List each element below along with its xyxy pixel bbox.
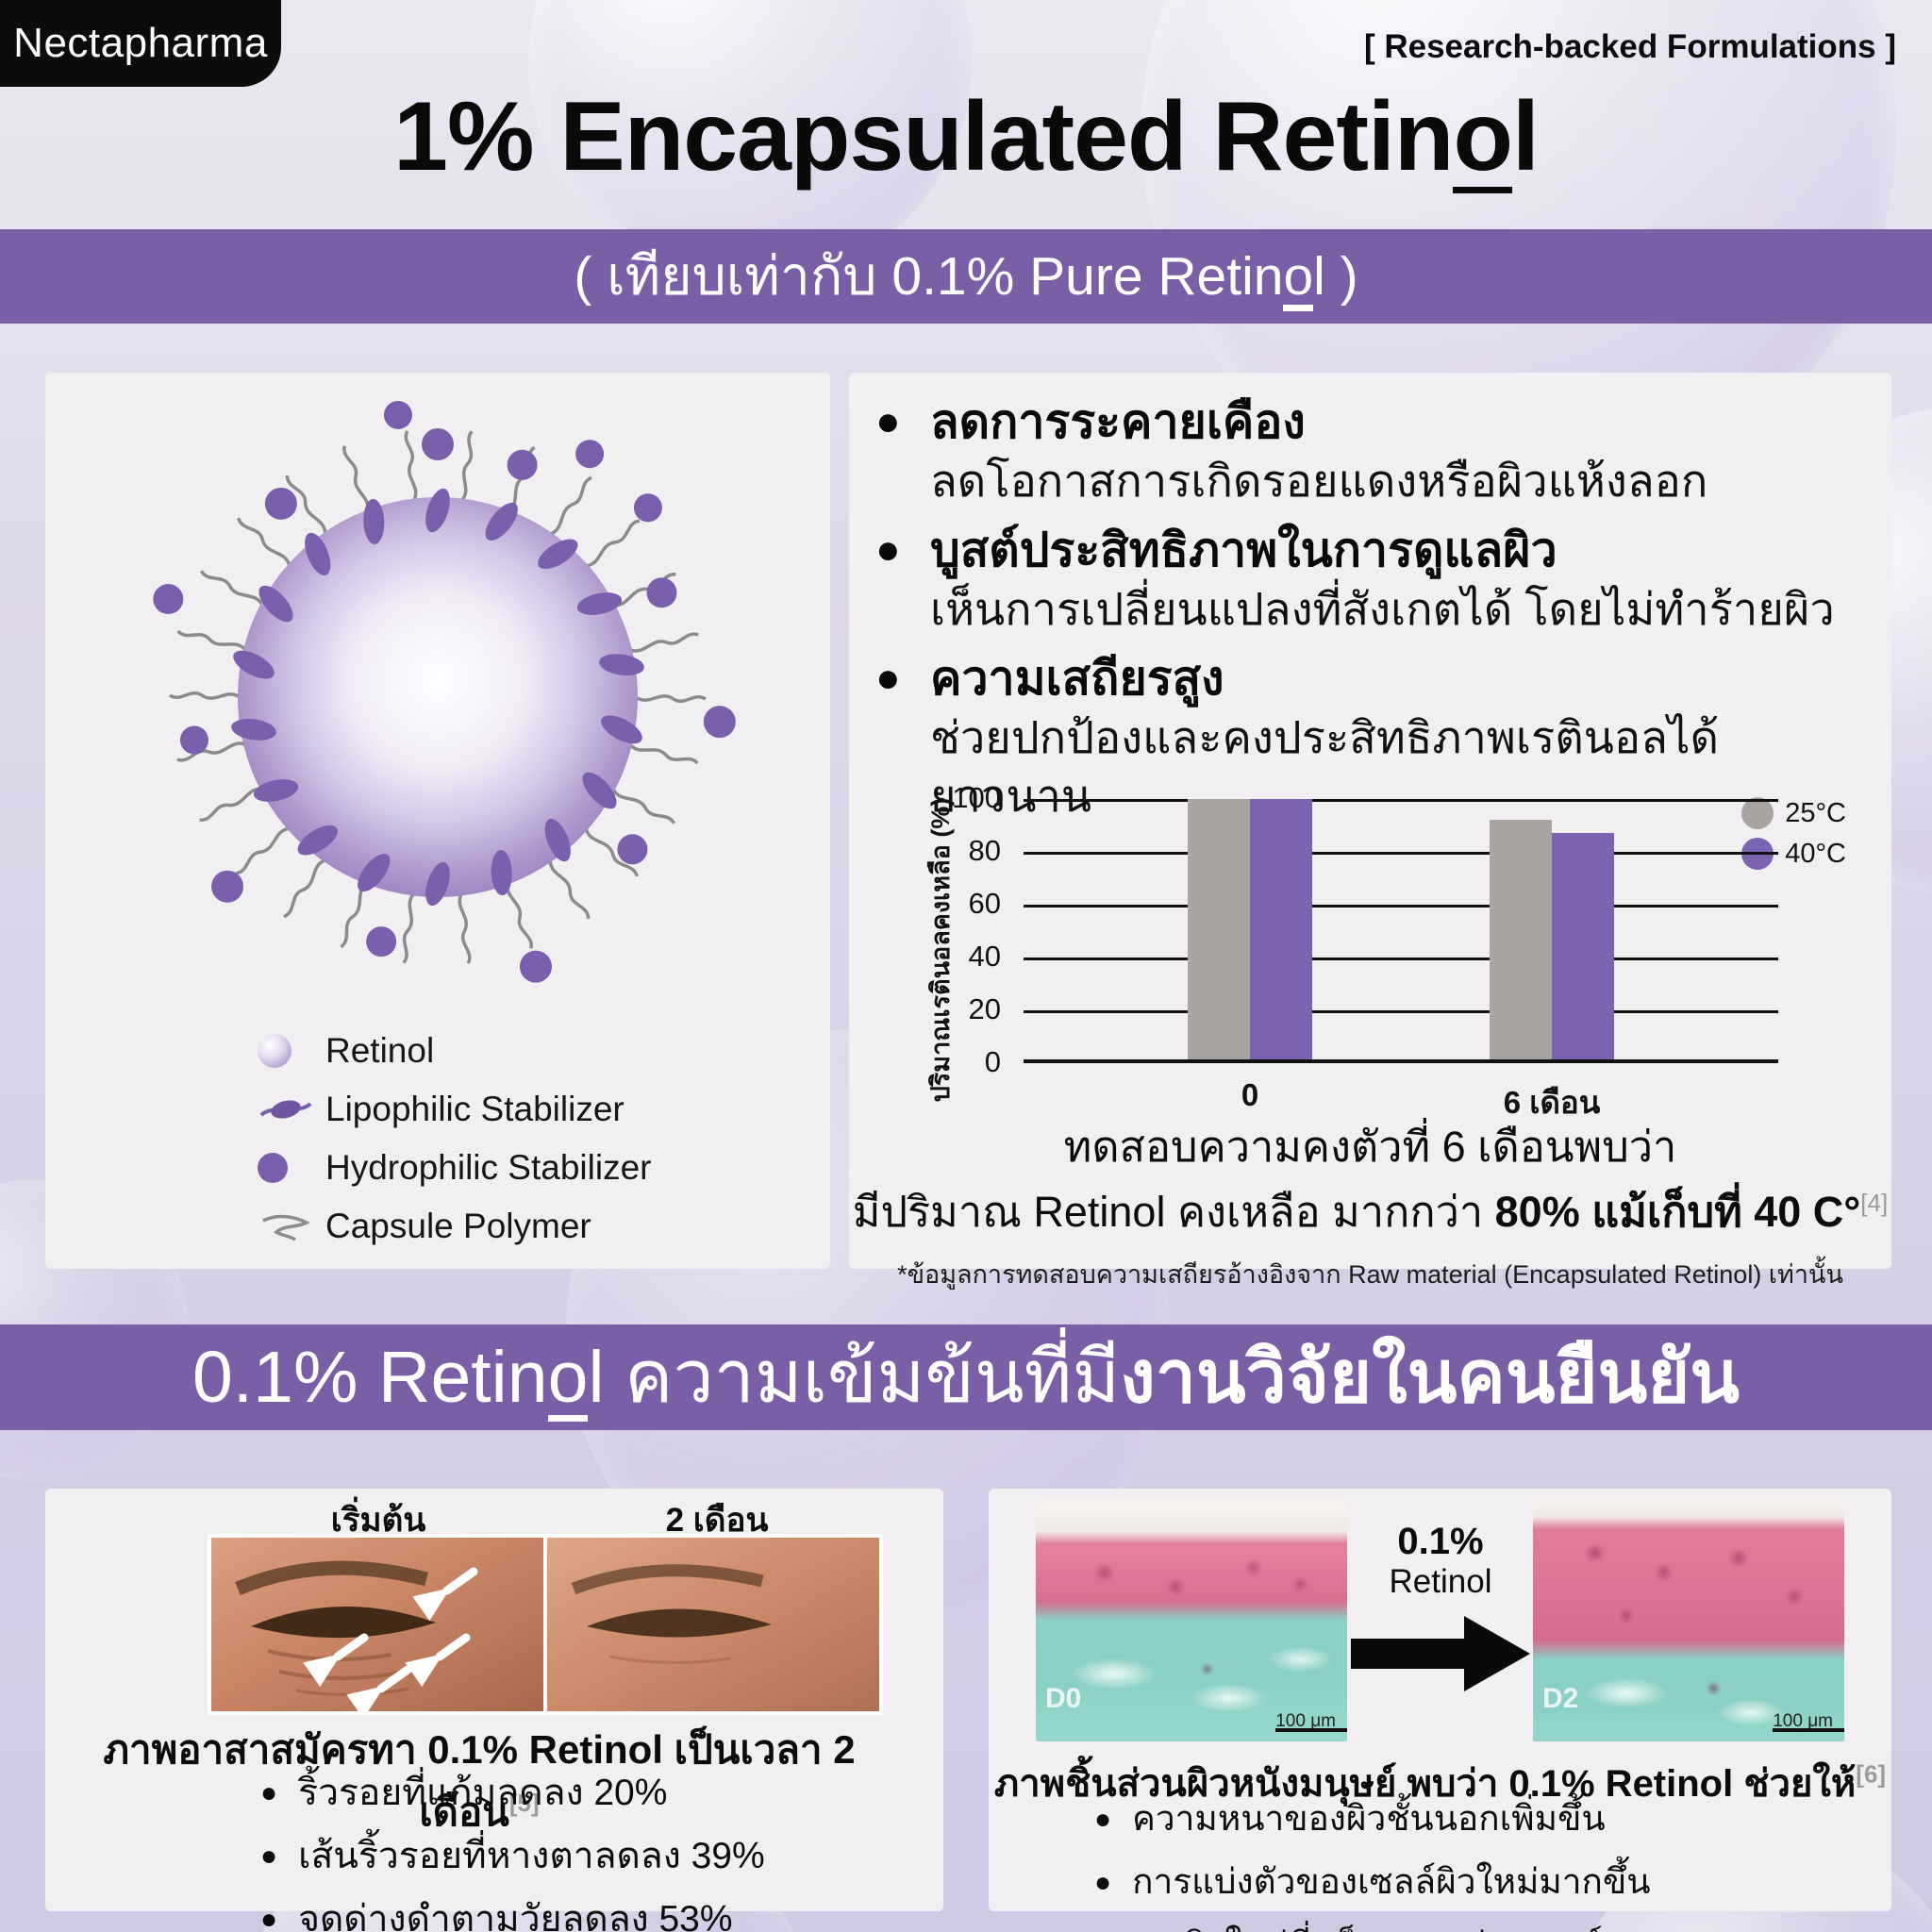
result-item: ● ความหนาของผิวชั้นนอกเพิ่มขึ้น	[1094, 1796, 1651, 1843]
capsule-polymer-icon	[258, 1208, 325, 1245]
legend-item: Hydrophilic Stabilizer	[258, 1139, 651, 1197]
encapsulated-retinol-diagram	[153, 400, 736, 983]
retinol-core	[238, 497, 638, 897]
capsule-diagram-panel: Retinol Lipophilic Stabilizer Hydrophili…	[45, 373, 830, 1269]
histology-image-d2: D2 100 μm	[1533, 1500, 1844, 1741]
chart-y-ticks: 0 20 40 60 80 100	[952, 781, 1001, 1078]
histology-study-panel: D0 100 μm 0.1% Retinol D2 100 μm ภาพชิ้น…	[989, 1489, 1891, 1932]
benefit-list: ● ลดการระคายเคือง ลดโอกาสการเกิดรอยแดงหร…	[875, 391, 1869, 835]
histology-d0-label: D0	[1045, 1683, 1082, 1714]
result-item: ●เผยผิวใหม่ที่แข็งแรง ดูอ่อนเยาว์	[1094, 1923, 1651, 1932]
underlined-o: o	[1453, 82, 1513, 193]
histology-results-list: ● ความหนาของผิวชั้นนอกเพิ่มขึ้น ● การแบ่งต…	[1094, 1796, 1651, 1932]
underlined-o: o	[547, 1341, 589, 1423]
treatment-arrow-group: 0.1% Retinol	[1351, 1521, 1530, 1702]
hydrophilic-stabilizers	[153, 400, 736, 983]
stability-footnote: *ข้อมูลการทดสอบความเสถียรอ้างอิงจาก Raw …	[897, 1260, 1843, 1289]
after-photo-illustration	[547, 1538, 879, 1711]
lipophilic-stabilizer-icon	[258, 1091, 325, 1128]
right-arrow-icon	[1351, 1616, 1530, 1691]
result-item: ● จุดด่างดำตามวัยลดลง 53%	[260, 1896, 765, 1932]
result-item: ● เส้นริ้วรอยที่หางตาลดลง 39%	[260, 1833, 765, 1880]
after-photo	[547, 1538, 879, 1711]
research-banner: 0.1% Retinol ความเข้มข้นที่มีงานวิจัยในค…	[0, 1324, 1932, 1430]
bullet-icon: ●	[875, 398, 901, 444]
bullet-icon: ●	[875, 526, 901, 573]
result-item: ● ริ้วรอยที่แก้มลดลง 20%	[260, 1770, 765, 1817]
volunteer-study-panel: เริ่มต้น 2 เดือน	[45, 1489, 943, 1932]
benefits-panel: ● ลดการระคายเคือง ลดโอกาสการเกิดรอยแดงหร…	[849, 373, 1891, 1289]
brand-logo-text: Nectapharma	[13, 20, 268, 66]
before-label: เริ่มต้น	[330, 1502, 426, 1539]
volunteer-results-list: ● ริ้วรอยที่แก้มลดลง 20% ● เส้นริ้วรอยที่ห…	[260, 1770, 765, 1932]
before-after-photos	[208, 1534, 883, 1715]
underlined-o: o	[1283, 249, 1314, 312]
bullet-icon: ●	[1094, 1923, 1111, 1932]
chart-legend: 25°C 40°C	[1741, 797, 1846, 878]
bullet-icon: ●	[1094, 1804, 1112, 1835]
legend-item: Retinol	[258, 1022, 651, 1080]
histology-d2-label: D2	[1542, 1683, 1579, 1714]
stability-bar-chart: ปริมาณเรตินอลคงเหลือ (%) 0 20 40 60 80 100 25…	[901, 781, 1854, 1120]
stability-caption-line1: ทดสอบความคงตัวที่ 6 เดือนพบว่า	[1063, 1123, 1677, 1171]
retinol-sphere-icon	[258, 1034, 325, 1068]
scale-bar: 100 μm	[1773, 1711, 1844, 1732]
reference-mark: [4]	[1860, 1189, 1889, 1217]
page-title: 1% Encapsulated Retinol	[393, 82, 1540, 193]
legend-item: Lipophilic Stabilizer	[258, 1080, 651, 1139]
treatment-percent: 0.1%	[1397, 1521, 1484, 1562]
bullet-icon: ●	[260, 1840, 278, 1872]
scale-bar: 100 μm	[1275, 1711, 1347, 1732]
stability-caption-line2: มีปริมาณ Retinol คงเหลือ มากกว่า 80% แม้…	[852, 1188, 1889, 1236]
legend-item: Capsule Polymer	[258, 1197, 651, 1256]
reference-mark: [6]	[1856, 1759, 1887, 1789]
research-tagline: [ Research-backed Formulations ]	[1363, 28, 1896, 65]
equivalence-banner: ( เทียบเท่ากับ 0.1% Pure Retinol )	[0, 229, 1932, 324]
capsule-legend: Retinol Lipophilic Stabilizer Hydrophili…	[258, 1022, 651, 1256]
hydrophilic-stabilizer-icon	[258, 1153, 325, 1183]
capsule-polymer-strands	[169, 430, 707, 964]
benefit-item: ● บูสต์ประสิทธิภาพในการดูแลผิว เห็นการเป…	[875, 520, 1869, 639]
treatment-name: Retinol	[1389, 1563, 1492, 1600]
after-label: 2 เดือน	[665, 1502, 769, 1539]
benefit-item: ● ลดการระคายเคือง ลดโอกาสการเกิดรอยแดงหร…	[875, 391, 1869, 510]
stability-caption: ทดสอบความคงตัวที่ 6 เดือนพบว่า มีปริมาณ …	[849, 1120, 1891, 1294]
lipophilic-stabilizers	[231, 488, 644, 907]
bullet-icon: ●	[260, 1904, 278, 1932]
chart-plot-area	[1024, 799, 1778, 1063]
brand-logo: Nectapharma	[0, 0, 281, 87]
result-item: ● การแบ่งตัวของเซลล์ผิวใหม่มากขึ้น	[1094, 1859, 1651, 1907]
before-photo	[211, 1538, 543, 1711]
before-photo-illustration	[211, 1538, 543, 1711]
bullet-icon: ●	[260, 1777, 278, 1808]
bullet-icon: ●	[875, 655, 901, 701]
wrinkle-arrows	[303, 1567, 478, 1711]
histology-caption: ภาพชิ้นส่วนผิวหนังมนุษย์ พบว่า 0.1% Reti…	[993, 1759, 1887, 1805]
bullet-icon: ●	[1094, 1867, 1112, 1898]
histology-image-d0: D0 100 μm	[1036, 1500, 1347, 1741]
benefit-item: ● ความเสถียรสูง ช่วยปกป้องและคงประสิทธิภ…	[875, 648, 1869, 825]
